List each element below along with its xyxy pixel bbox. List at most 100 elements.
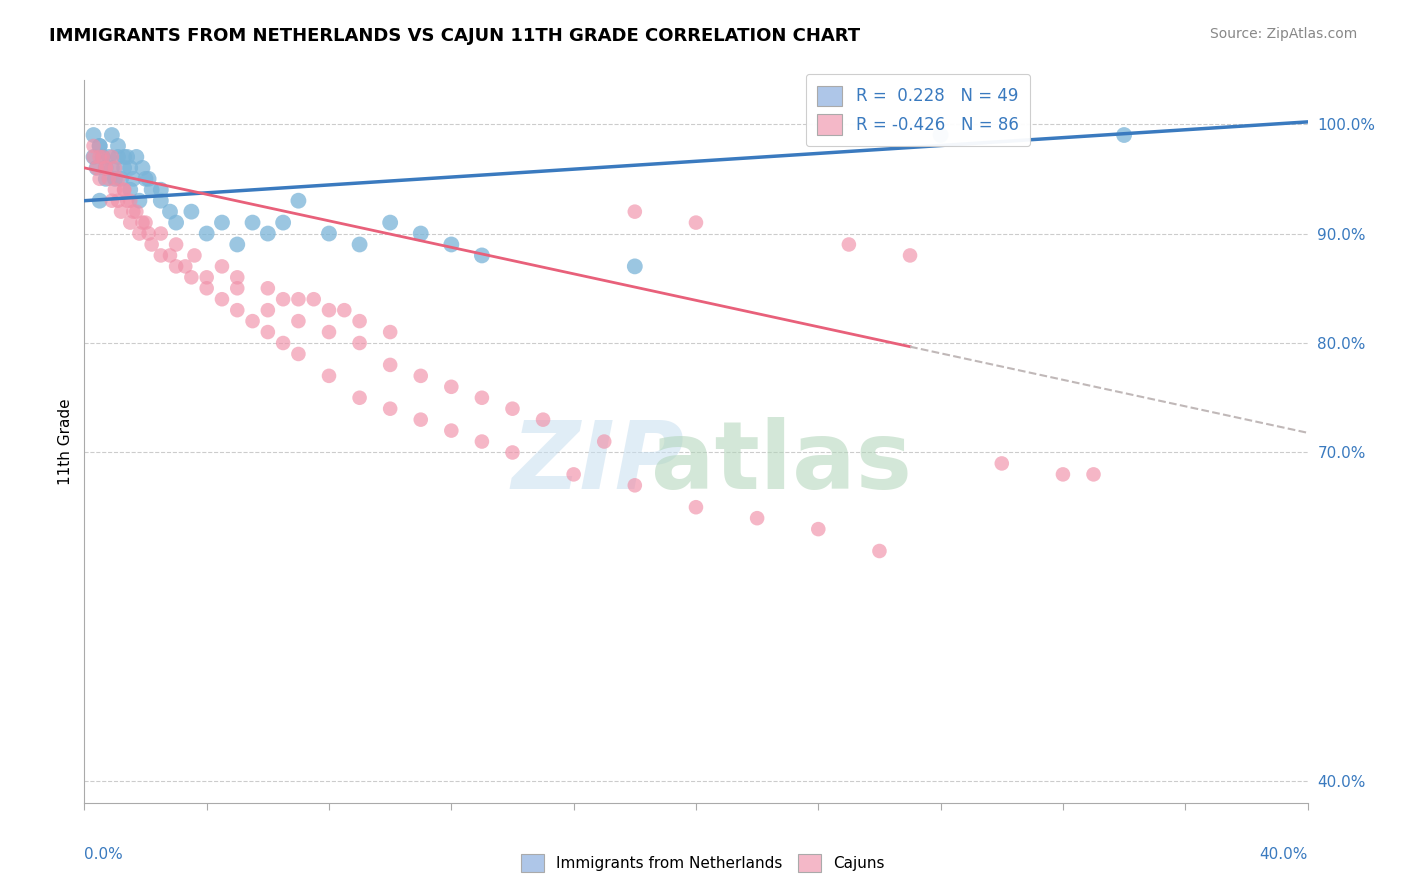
Point xyxy=(112,183,135,197)
Point xyxy=(91,150,114,164)
Point xyxy=(110,171,132,186)
Point xyxy=(122,204,145,219)
Point xyxy=(122,171,145,186)
Point xyxy=(138,227,160,241)
Point xyxy=(120,183,142,197)
Point xyxy=(149,194,172,208)
Point xyxy=(257,281,280,295)
Point xyxy=(83,150,105,164)
Point xyxy=(211,260,233,274)
Point xyxy=(149,227,172,241)
Point xyxy=(165,260,187,274)
Point xyxy=(898,248,921,262)
Point xyxy=(409,227,432,241)
Point xyxy=(226,270,249,285)
Text: Source: ZipAtlas.com: Source: ZipAtlas.com xyxy=(1209,27,1357,41)
Point xyxy=(91,150,114,164)
Point xyxy=(869,544,891,558)
Point xyxy=(318,325,340,339)
Point xyxy=(120,194,142,208)
Point xyxy=(107,150,129,164)
Point xyxy=(104,171,127,186)
Point xyxy=(125,204,148,219)
Point xyxy=(624,260,647,274)
Point xyxy=(440,424,463,438)
Y-axis label: 11th Grade: 11th Grade xyxy=(58,398,73,485)
Point xyxy=(333,303,356,318)
Point xyxy=(257,227,280,241)
Point xyxy=(287,314,309,328)
Text: 40.0%: 40.0% xyxy=(1260,847,1308,862)
Point xyxy=(195,227,218,241)
Point xyxy=(128,227,150,241)
Point xyxy=(107,139,129,153)
Point xyxy=(89,171,111,186)
Point xyxy=(471,434,494,449)
Point xyxy=(929,128,952,142)
Point xyxy=(318,303,340,318)
Point xyxy=(195,270,218,285)
Point xyxy=(94,161,117,175)
Point xyxy=(624,478,647,492)
Point xyxy=(349,336,371,351)
Point xyxy=(101,194,124,208)
Point xyxy=(97,150,120,164)
Point xyxy=(685,500,707,515)
Point xyxy=(165,237,187,252)
Point xyxy=(104,161,127,175)
Point xyxy=(94,171,117,186)
Point xyxy=(159,248,181,262)
Point xyxy=(138,171,160,186)
Point xyxy=(120,161,142,175)
Point xyxy=(471,391,494,405)
Point xyxy=(180,204,202,219)
Point xyxy=(593,434,616,449)
Point xyxy=(807,522,830,536)
Point xyxy=(838,237,860,252)
Point xyxy=(83,150,105,164)
Point xyxy=(125,150,148,164)
Point xyxy=(107,194,129,208)
Point xyxy=(83,139,105,153)
Point xyxy=(226,237,249,252)
Point xyxy=(101,161,124,175)
Point xyxy=(112,161,135,175)
Point xyxy=(991,457,1014,471)
Point xyxy=(271,292,294,306)
Point xyxy=(107,171,129,186)
Point xyxy=(115,194,138,208)
Point xyxy=(131,161,153,175)
Point xyxy=(685,216,707,230)
Point xyxy=(115,150,138,164)
Point xyxy=(242,314,264,328)
Point xyxy=(440,237,463,252)
Point xyxy=(242,216,264,230)
Point xyxy=(83,128,105,142)
Point xyxy=(271,336,294,351)
Point xyxy=(149,183,172,197)
Point xyxy=(380,325,402,339)
Legend: Immigrants from Netherlands, Cajuns: Immigrants from Netherlands, Cajuns xyxy=(513,846,893,880)
Point xyxy=(502,401,524,416)
Point xyxy=(89,150,111,164)
Point xyxy=(89,194,111,208)
Point xyxy=(86,161,108,175)
Point xyxy=(183,248,205,262)
Point xyxy=(135,216,157,230)
Point xyxy=(110,204,132,219)
Point xyxy=(349,391,371,405)
Point xyxy=(349,237,371,252)
Point xyxy=(1083,467,1105,482)
Point xyxy=(131,216,153,230)
Point xyxy=(409,412,432,426)
Point xyxy=(112,150,135,164)
Point xyxy=(624,204,647,219)
Point xyxy=(94,161,117,175)
Point xyxy=(409,368,432,383)
Point xyxy=(287,194,309,208)
Point xyxy=(180,270,202,285)
Point xyxy=(318,368,340,383)
Point xyxy=(257,325,280,339)
Point xyxy=(128,194,150,208)
Point xyxy=(97,171,120,186)
